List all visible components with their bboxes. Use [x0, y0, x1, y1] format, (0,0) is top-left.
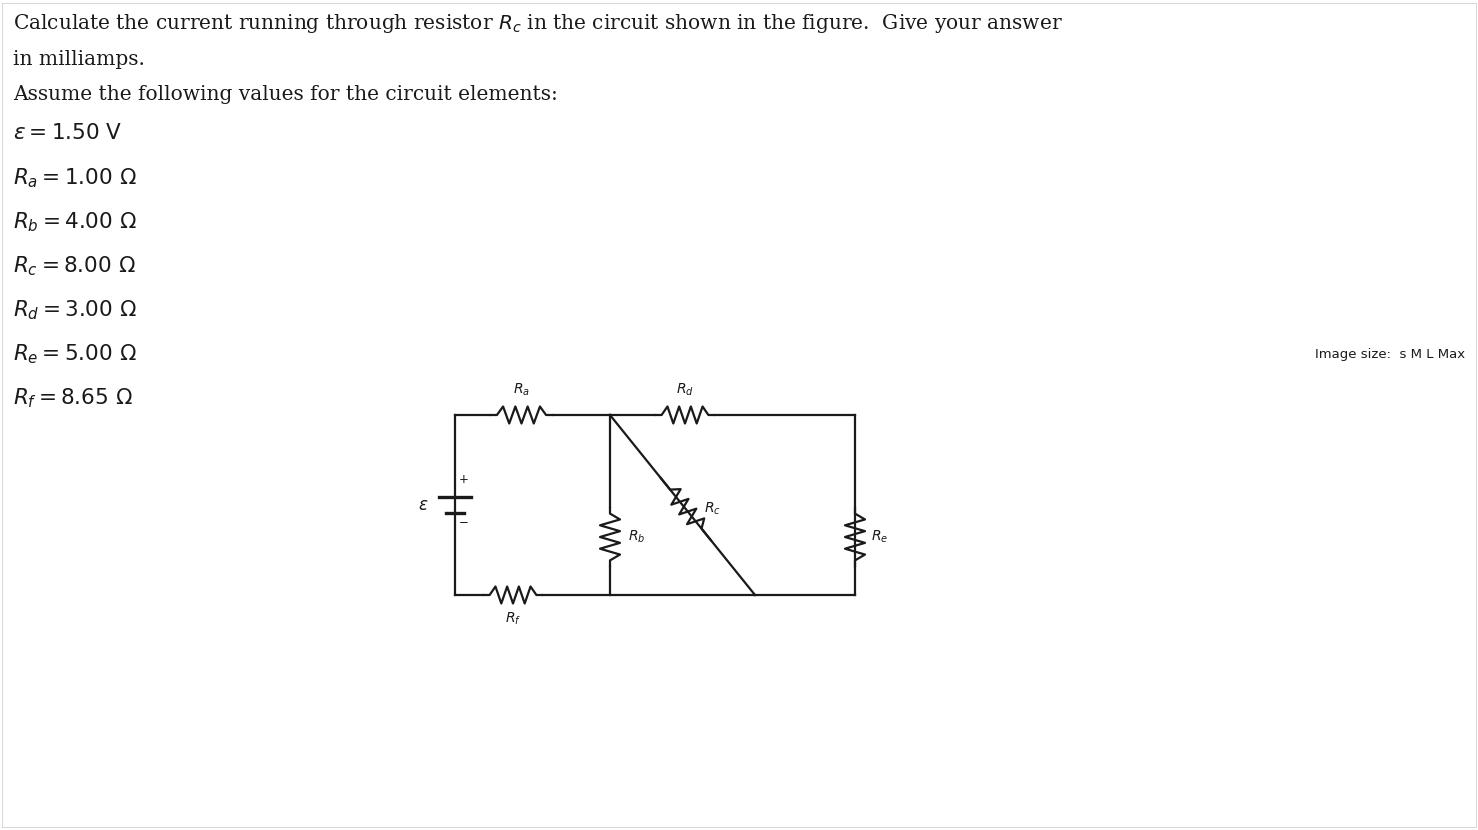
Text: Assume the following values for the circuit elements:: Assume the following values for the circ… — [13, 85, 557, 104]
Text: $R_e$: $R_e$ — [871, 529, 888, 545]
Text: $R_a$: $R_a$ — [513, 382, 531, 398]
Text: $R_b = 4.00\ \Omega$: $R_b = 4.00\ \Omega$ — [13, 210, 137, 233]
Text: −: − — [460, 516, 469, 529]
Text: $R_c = 8.00\ \Omega$: $R_c = 8.00\ \Omega$ — [13, 254, 136, 277]
Text: +: + — [460, 473, 469, 486]
Text: $R_d = 3.00\ \Omega$: $R_d = 3.00\ \Omega$ — [13, 298, 137, 321]
Text: $R_e = 5.00\ \Omega$: $R_e = 5.00\ \Omega$ — [13, 342, 136, 365]
Text: $\varepsilon$: $\varepsilon$ — [418, 496, 429, 514]
Text: Calculate the current running through resistor $R_c$ in the circuit shown in the: Calculate the current running through re… — [13, 12, 1063, 35]
Text: $R_a = 1.00\ \Omega$: $R_a = 1.00\ \Omega$ — [13, 166, 136, 189]
Text: $R_d$: $R_d$ — [675, 382, 695, 398]
Text: $\varepsilon = 1.50\ \mathrm{V}$: $\varepsilon = 1.50\ \mathrm{V}$ — [13, 122, 123, 144]
Text: $R_c$: $R_c$ — [704, 500, 721, 517]
Text: in milliamps.: in milliamps. — [13, 50, 145, 69]
Text: $R_f$: $R_f$ — [505, 611, 522, 627]
Text: Image size:  s M L Max: Image size: s M L Max — [1315, 348, 1465, 361]
Text: $R_b$: $R_b$ — [628, 529, 646, 545]
Text: $R_f = 8.65\ \Omega$: $R_f = 8.65\ \Omega$ — [13, 386, 133, 409]
